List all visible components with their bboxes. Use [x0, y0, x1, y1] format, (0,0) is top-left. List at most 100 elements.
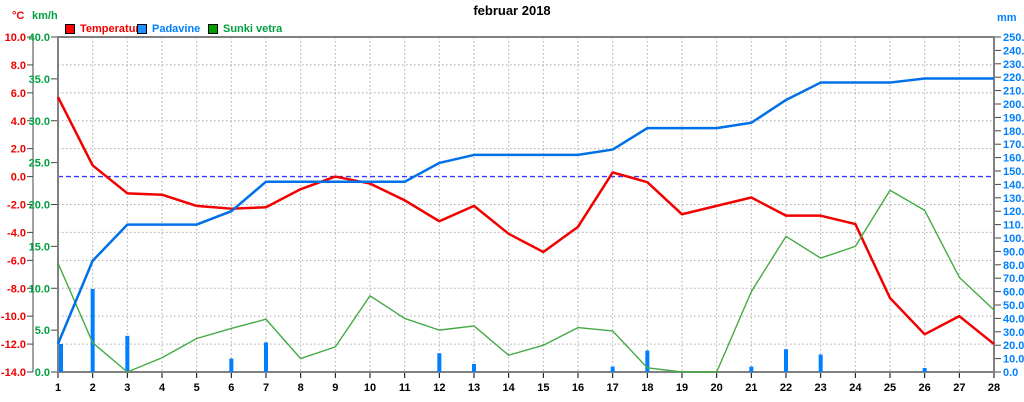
svg-text:-14.0: -14.0 — [1, 367, 26, 379]
svg-text:30.0: 30.0 — [29, 116, 50, 128]
svg-text:23: 23 — [815, 382, 827, 394]
svg-text:2.0: 2.0 — [11, 144, 26, 156]
svg-text:80.0: 80.0 — [1003, 260, 1024, 272]
svg-text:120.0: 120.0 — [1003, 206, 1024, 218]
svg-text:20.0: 20.0 — [29, 200, 50, 212]
svg-text:4: 4 — [159, 382, 166, 394]
precip-line — [56, 77, 994, 345]
svg-text:28: 28 — [988, 382, 1000, 394]
svg-text:7: 7 — [263, 382, 269, 394]
svg-text:-4.0: -4.0 — [7, 227, 26, 239]
wind-unit-label: km/h — [32, 10, 58, 22]
padavine-swatch-icon — [137, 24, 147, 34]
svg-text:1: 1 — [55, 382, 61, 394]
svg-text:21: 21 — [745, 382, 757, 394]
svg-text:230.0: 230.0 — [1003, 59, 1024, 71]
svg-text:200.0: 200.0 — [1003, 99, 1024, 111]
svg-text:5: 5 — [194, 382, 200, 394]
svg-text:2: 2 — [90, 382, 96, 394]
svg-text:11: 11 — [399, 382, 411, 394]
legend-label-padavine: Padavine — [152, 23, 201, 35]
svg-text:-2.0: -2.0 — [7, 200, 26, 212]
precip-bars — [59, 288, 927, 372]
svg-text:22: 22 — [780, 382, 792, 394]
svg-text:14: 14 — [503, 382, 516, 394]
svg-text:6.0: 6.0 — [11, 88, 26, 100]
svg-text:140.0: 140.0 — [1003, 179, 1024, 191]
plot-frame — [57, 36, 995, 373]
svg-text:-6.0: -6.0 — [7, 255, 26, 267]
svg-text:8.0: 8.0 — [11, 60, 26, 72]
temp-unit-label: °C — [12, 10, 25, 22]
svg-text:26: 26 — [919, 382, 931, 394]
precip-unit-label: mm — [997, 12, 1017, 24]
sunki-vetra-swatch-icon — [208, 24, 218, 34]
svg-text:15: 15 — [537, 382, 549, 394]
svg-text:24: 24 — [849, 382, 862, 394]
svg-text:8: 8 — [298, 382, 304, 394]
svg-text:15.0: 15.0 — [29, 241, 50, 253]
wind-line — [57, 189, 995, 373]
svg-text:4.0: 4.0 — [11, 116, 26, 128]
svg-text:150.0: 150.0 — [1003, 166, 1024, 178]
svg-text:19: 19 — [676, 382, 688, 394]
svg-text:16: 16 — [572, 382, 584, 394]
legend-label-sunki-vetra: Sunki vetra — [223, 23, 283, 35]
svg-text:250.0: 250.0 — [1003, 32, 1024, 44]
svg-text:30.0: 30.0 — [1003, 327, 1024, 339]
svg-text:5.0: 5.0 — [35, 325, 50, 337]
svg-text:3: 3 — [124, 382, 130, 394]
svg-text:13: 13 — [468, 382, 480, 394]
gridlines — [58, 37, 994, 372]
temperatura-swatch-icon — [65, 24, 75, 34]
svg-text:25.0: 25.0 — [29, 158, 50, 170]
svg-text:17: 17 — [607, 382, 619, 394]
svg-text:10.0: 10.0 — [5, 32, 26, 44]
svg-text:90.0: 90.0 — [1003, 246, 1024, 258]
svg-text:220.0: 220.0 — [1003, 72, 1024, 84]
legend-item-padavine: Padavine — [137, 23, 200, 35]
legend-item-sunki-vetra: Sunki vetra — [208, 23, 282, 35]
chart-legend: Temperatura Padavine Sunki vetra — [0, 23, 1024, 37]
svg-text:20: 20 — [711, 382, 723, 394]
svg-text:18: 18 — [641, 382, 653, 394]
svg-text:60.0: 60.0 — [1003, 287, 1024, 299]
temp-line — [56, 96, 995, 346]
legend-item-temperatura: Temperatura — [65, 23, 146, 35]
x-axis: 1 2 3 4 5 6 7 8 9 10 11 12 13 14 15 16 17 18 19 20 21 22 23 24 2… — [55, 373, 1000, 394]
legend-label-temperatura: Temperatura — [80, 23, 146, 35]
svg-text:0.0: 0.0 — [35, 367, 50, 379]
svg-text:240.0: 240.0 — [1003, 45, 1024, 57]
svg-text:130.0: 130.0 — [1003, 193, 1024, 205]
svg-text:-8.0: -8.0 — [7, 283, 26, 295]
svg-text:10.0: 10.0 — [29, 283, 50, 295]
svg-text:35.0: 35.0 — [29, 74, 50, 86]
svg-text:40.0: 40.0 — [1003, 313, 1024, 325]
svg-text:0.0: 0.0 — [11, 172, 26, 184]
svg-text:6: 6 — [228, 382, 234, 394]
svg-text:9: 9 — [332, 382, 338, 394]
svg-text:10.0: 10.0 — [1003, 354, 1024, 366]
wind-axis: 40.0 35.0 30.0 25.0 20.0 15.0 10.0 5.0 0.0 — [29, 32, 57, 379]
temp-axis: 10.0 8.0 6.0 4.0 2.0 0.0 -2.0 -4.0 -6.0 -8.0 -10.0… — [1, 32, 34, 379]
svg-text:110.0: 110.0 — [1003, 220, 1024, 232]
svg-text:25: 25 — [884, 382, 896, 394]
svg-text:0.0: 0.0 — [1003, 367, 1018, 379]
svg-text:170.0: 170.0 — [1003, 139, 1024, 151]
svg-text:190.0: 190.0 — [1003, 112, 1024, 124]
svg-text:70.0: 70.0 — [1003, 273, 1024, 285]
chart-title: februar 2018 — [473, 3, 551, 18]
svg-text:-10.0: -10.0 — [1, 311, 26, 323]
svg-text:50.0: 50.0 — [1003, 300, 1024, 312]
svg-text:100.0: 100.0 — [1003, 233, 1024, 245]
svg-text:10: 10 — [364, 382, 376, 394]
svg-text:27: 27 — [953, 382, 965, 394]
svg-text:180.0: 180.0 — [1003, 126, 1024, 138]
svg-text:160.0: 160.0 — [1003, 153, 1024, 165]
svg-text:210.0: 210.0 — [1003, 86, 1024, 98]
svg-text:-12.0: -12.0 — [1, 339, 26, 351]
svg-text:12: 12 — [433, 382, 445, 394]
